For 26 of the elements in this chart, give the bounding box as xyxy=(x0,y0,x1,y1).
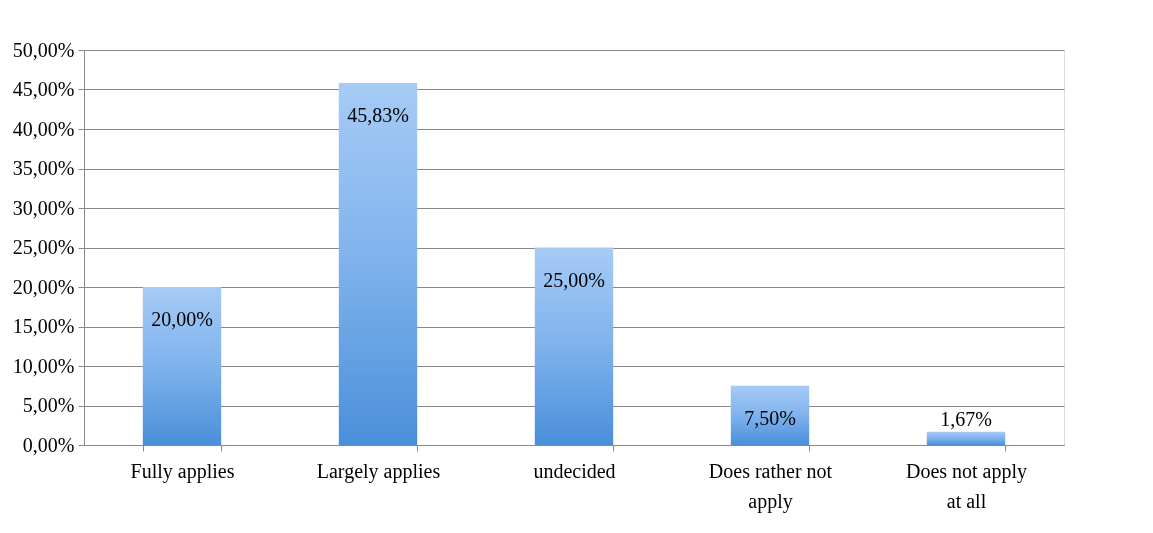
y-tick-label: 45,00% xyxy=(12,78,75,100)
data-label: 20,00% xyxy=(151,308,213,330)
x-tick-label: Largely applies xyxy=(316,459,441,483)
y-tick-label: 10,00% xyxy=(12,354,75,377)
bar xyxy=(730,385,810,445)
y-tick-label: 30,00% xyxy=(12,196,75,219)
bar xyxy=(926,431,1006,445)
x-tick-label: Does rather not apply xyxy=(708,459,833,513)
bar xyxy=(142,287,222,445)
data-label: 1,67% xyxy=(940,407,992,430)
data-label: 45,83% xyxy=(347,103,409,126)
data-label: 25,00% xyxy=(543,268,605,291)
bar xyxy=(534,247,614,445)
y-tick-label: 15,00% xyxy=(12,315,75,337)
y-tick-label: 40,00% xyxy=(12,117,75,140)
data-label: 7,50% xyxy=(744,406,796,429)
y-tick-label: 35,00% xyxy=(12,157,75,179)
bar xyxy=(338,82,418,445)
y-tick-label: 20,00% xyxy=(12,275,75,298)
y-tick-label: 5,00% xyxy=(22,394,75,416)
x-tick-label: Does not apply at all xyxy=(905,459,1028,512)
y-tick-label: 25,00% xyxy=(12,236,75,258)
x-tick-label: Fully applies xyxy=(130,459,235,483)
y-tick-label: 0,00% xyxy=(22,433,75,456)
x-tick-label: undecided xyxy=(533,459,616,482)
y-tick-label: 50,00% xyxy=(12,38,75,61)
